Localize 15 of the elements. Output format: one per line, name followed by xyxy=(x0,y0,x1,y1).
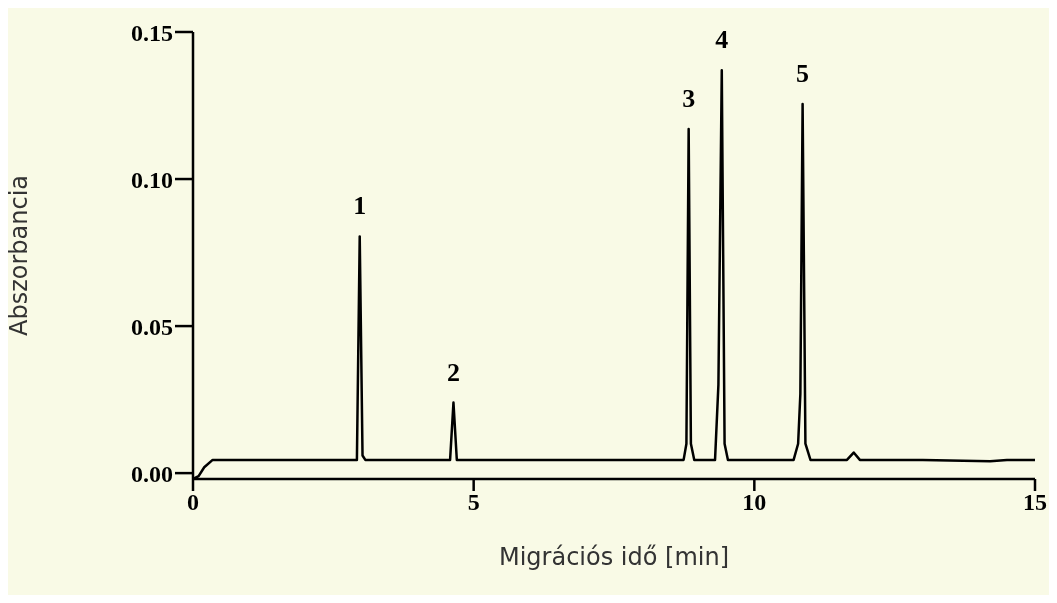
y-tick-label: 0.10 xyxy=(131,166,173,193)
annotation: 3 xyxy=(682,84,696,114)
annotation: 5 xyxy=(796,59,810,89)
annotation: 2 xyxy=(446,357,460,387)
y-tick-label: 0.05 xyxy=(131,313,173,340)
x-tick-label: 0 xyxy=(187,489,199,516)
annotation: 4 xyxy=(715,25,729,55)
y-tick-label: 0.15 xyxy=(131,19,173,46)
x-tick-label: 5 xyxy=(467,489,480,516)
x-tick-label: 15 xyxy=(1023,489,1047,516)
annotation: 1 xyxy=(353,191,367,221)
x-tick-label: 10 xyxy=(742,489,767,516)
y-axis-title: Abszorbancia xyxy=(4,174,33,337)
y-tick-label: 0.00 xyxy=(131,460,173,487)
x-axis-title: Migrációs idő [min] xyxy=(498,543,730,571)
